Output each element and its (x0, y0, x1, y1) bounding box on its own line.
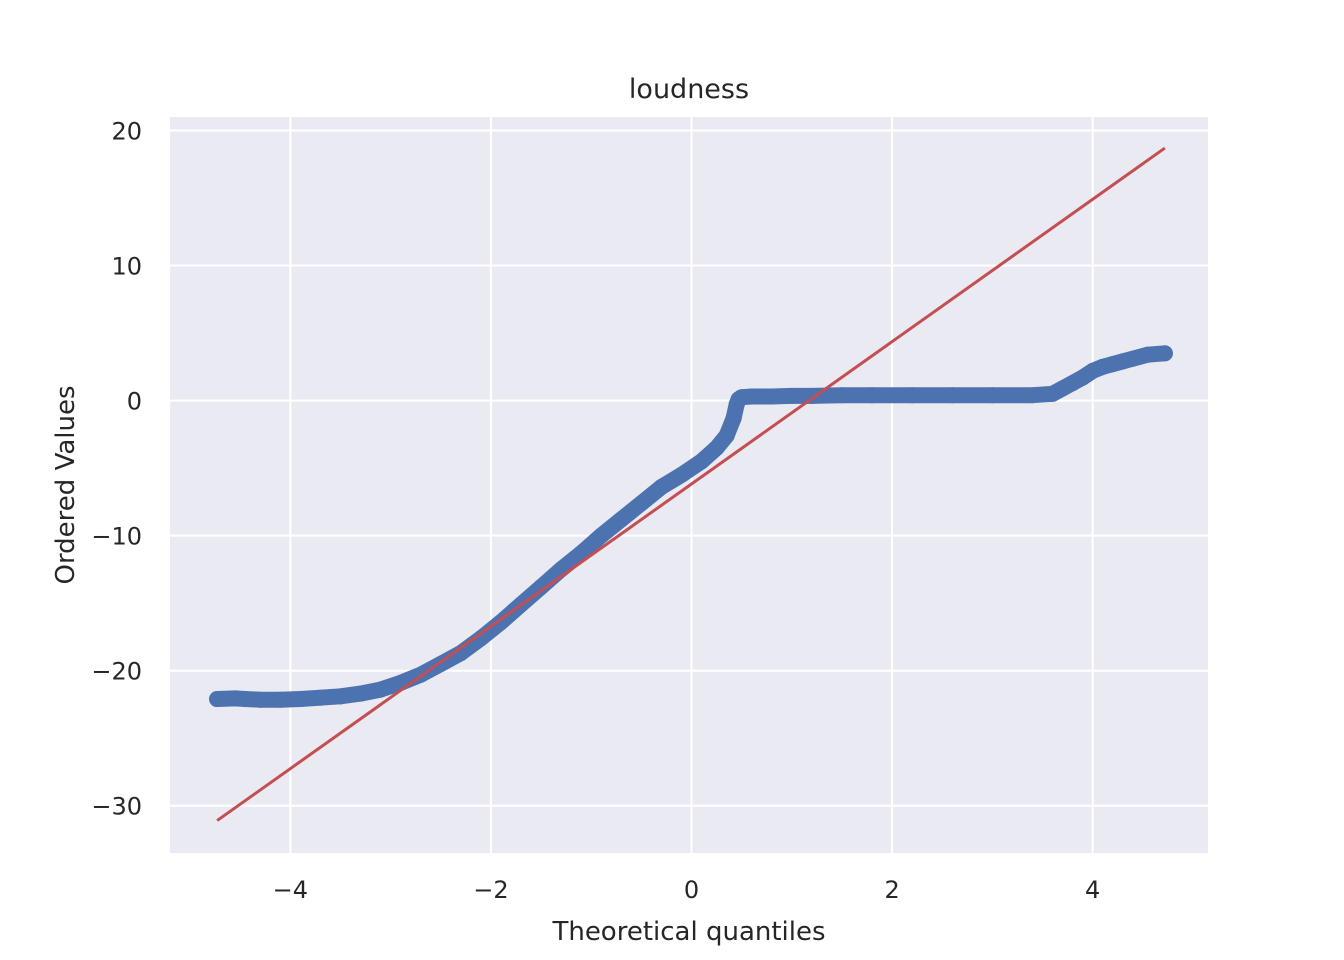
data-point (573, 545, 590, 562)
data-point (312, 689, 329, 706)
data-point (673, 466, 690, 483)
data-point (718, 427, 735, 444)
data-point (1156, 345, 1173, 362)
y-tick-labels: −30 −20 −10 0 10 20 (91, 118, 142, 821)
fit-line (216, 146, 1166, 822)
data-point (292, 691, 309, 708)
reference-line (216, 146, 1166, 822)
x-tick-label: 4 (1085, 876, 1100, 904)
y-tick-label: −30 (91, 793, 142, 821)
y-tick-label: 10 (111, 253, 142, 281)
data-point (613, 511, 630, 528)
data-point (708, 439, 725, 456)
x-tick-label: 2 (884, 876, 899, 904)
data-point (252, 691, 269, 708)
data-point (533, 578, 550, 595)
data-point (763, 388, 780, 405)
data-point (593, 527, 610, 544)
data-point (1124, 350, 1141, 367)
data-point (633, 495, 650, 512)
data-point (237, 691, 254, 708)
data-point (725, 410, 742, 427)
data-point (1139, 346, 1156, 363)
data-point (783, 387, 800, 404)
data-point (472, 630, 489, 647)
data-point (272, 691, 289, 708)
data-point (372, 681, 389, 698)
data-point (904, 387, 921, 404)
data-point (392, 674, 409, 691)
data-point (944, 387, 961, 404)
x-tick-label: −4 (273, 876, 308, 904)
data-point (352, 685, 369, 702)
data-point (332, 688, 349, 705)
chart-title: loudness (629, 74, 749, 105)
data-point (1024, 387, 1041, 404)
data-point (653, 479, 670, 496)
x-tick-label: 0 (684, 876, 699, 904)
data-point (743, 388, 760, 405)
data-point (209, 691, 226, 708)
y-axis-title: Ordered Values (51, 385, 81, 584)
data-point (693, 453, 710, 470)
y-tick-label: −20 (91, 658, 142, 686)
y-tick-label: −10 (91, 523, 142, 551)
x-tick-labels: −4 −2 0 2 4 (273, 876, 1101, 904)
x-axis-title: Theoretical quantiles (551, 917, 825, 947)
y-tick-label: 20 (111, 118, 142, 146)
x-tick-label: −2 (473, 876, 508, 904)
data-point (984, 387, 1001, 404)
data-points (209, 345, 1173, 708)
data-point (864, 387, 881, 404)
data-point (833, 387, 850, 404)
y-tick-label: 0 (127, 388, 142, 416)
